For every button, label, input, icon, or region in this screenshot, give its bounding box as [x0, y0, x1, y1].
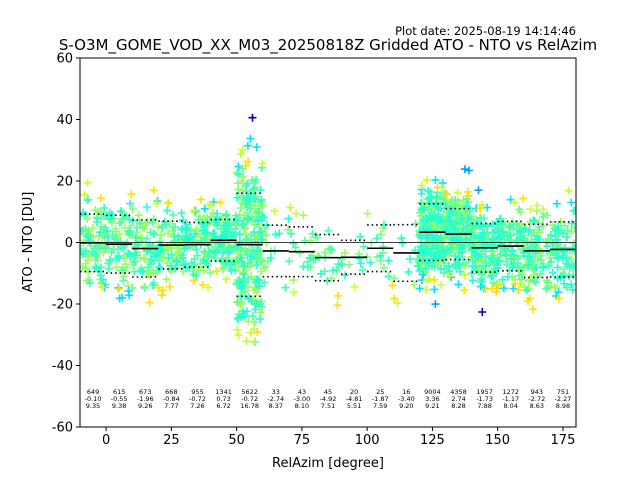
- bin-std-12: 9.20: [399, 402, 413, 410]
- bin-std-1: 9.38: [112, 402, 126, 410]
- bin-mean-6: -0.72: [241, 395, 258, 403]
- bin-mean-8: -3.00: [293, 395, 310, 403]
- bin-std-6: 16.78: [240, 402, 259, 410]
- bin-count-15: 1957: [476, 388, 493, 396]
- y-tick-label-0: -60: [52, 421, 73, 436]
- bin-std-8: 8.10: [295, 402, 309, 410]
- y-tick-label-3: 0: [65, 236, 73, 251]
- x-axis-ticks: 0 25 50 75 100 125 150 175: [102, 427, 575, 448]
- scatter-markers-3: [80, 163, 576, 324]
- y-axis-ticks: -60 -40 -20 0 20 40 60: [52, 52, 80, 436]
- bin-mean-16: -1.17: [502, 395, 519, 403]
- y-tick-label-1: -40: [52, 359, 73, 374]
- bin-mean-9: -4.92: [320, 395, 337, 403]
- bin-std-2: 9.26: [138, 402, 152, 410]
- bin-count-17: 943: [531, 388, 543, 396]
- bin-count-16: 1272: [502, 388, 519, 396]
- bin-mean-11: -1.87: [372, 395, 389, 403]
- mean-lines: [80, 231, 576, 259]
- bin-std-14: 8.28: [451, 402, 465, 410]
- bin-mean-18: -2.27: [555, 395, 572, 403]
- x-tick-label-4: 100: [355, 433, 380, 448]
- bin-std-9: 7.51: [321, 402, 335, 410]
- bin-count-4: 955: [191, 388, 203, 396]
- bin-count-6: 5622: [241, 388, 258, 396]
- bin-count-12: 16: [402, 388, 410, 396]
- bin-mean-17: -2.72: [528, 395, 545, 403]
- bin-count-10: 20: [350, 388, 358, 396]
- scatter-markers-6: [97, 157, 563, 336]
- bin-mean-12: -3.40: [398, 395, 415, 403]
- x-tick-label-3: 75: [294, 433, 311, 448]
- bin-count-11: 25: [376, 388, 384, 396]
- chart-title: S-O3M_GOME_VOD_XX_M03_20250818Z Gridded …: [59, 36, 597, 55]
- y-tick-label-6: 60: [56, 52, 73, 67]
- scatter-markers-7: [431, 165, 483, 309]
- bin-count-7: 33: [272, 388, 280, 396]
- bin-count-1: 615: [113, 388, 125, 396]
- bin-std-18: 8.98: [556, 402, 570, 410]
- bin-std-13: 9.21: [425, 402, 439, 410]
- y-tick-label-4: 20: [56, 175, 73, 190]
- bin-std-11: 7.59: [373, 402, 387, 410]
- bin-std-16: 8.04: [503, 402, 517, 410]
- x-tick-label-5: 125: [420, 433, 445, 448]
- scatter-points: [80, 113, 576, 346]
- bin-std-3: 7.77: [164, 402, 178, 410]
- scatter-markers-8: [248, 113, 487, 316]
- bin-count-8: 43: [298, 388, 306, 396]
- bin-mean-4: -0.72: [189, 395, 206, 403]
- bin-std-5: 6.72: [216, 402, 230, 410]
- bin-count-14: 4358: [450, 388, 467, 396]
- x-tick-label-1: 25: [163, 433, 180, 448]
- y-tick-label-2: -20: [52, 298, 73, 313]
- bin-mean-13: 3.36: [425, 395, 439, 403]
- x-tick-label-6: 150: [485, 433, 510, 448]
- bin-std-7: 8.37: [269, 402, 283, 410]
- bin-mean-10: -4.81: [346, 395, 363, 403]
- bin-count-9: 45: [324, 388, 332, 396]
- bin-mean-3: -0.84: [163, 395, 180, 403]
- bin-count-5: 1341: [215, 388, 232, 396]
- plot-date: Plot date: 2025-08-19 14:14:46: [395, 24, 576, 38]
- bin-mean-2: -1.96: [137, 395, 154, 403]
- bin-count-0: 649: [87, 388, 99, 396]
- bin-count-13: 9004: [424, 388, 441, 396]
- bin-mean-0: -0.10: [85, 395, 102, 403]
- x-axis-label: RelAzim [degree]: [272, 456, 384, 471]
- bin-mean-1: -0.55: [111, 395, 128, 403]
- bin-mean-5: 0.73: [216, 395, 230, 403]
- x-tick-label-7: 175: [551, 433, 576, 448]
- bin-count-2: 673: [139, 388, 151, 396]
- bin-std-0: 9.35: [86, 402, 100, 410]
- x-tick-label-0: 0: [102, 433, 110, 448]
- x-tick-label-2: 50: [228, 433, 245, 448]
- bin-mean-7: -2.74: [267, 395, 284, 403]
- bin-mean-15: -1.73: [476, 395, 493, 403]
- y-tick-label-5: 40: [56, 113, 73, 128]
- y-axis-label: ATO - NTO [DU]: [21, 192, 36, 293]
- bin-std-4: 7.26: [190, 402, 204, 410]
- bin-stats: 649-0.109.35615-0.559.38673-1.969.26668-…: [85, 388, 572, 410]
- bin-std-10: 5.51: [347, 402, 361, 410]
- bin-std-15: 7.88: [477, 402, 491, 410]
- bin-mean-14: 2.74: [451, 395, 465, 403]
- bin-count-3: 668: [165, 388, 177, 396]
- bin-std-17: 8.63: [530, 402, 544, 410]
- bin-count-18: 751: [557, 388, 569, 396]
